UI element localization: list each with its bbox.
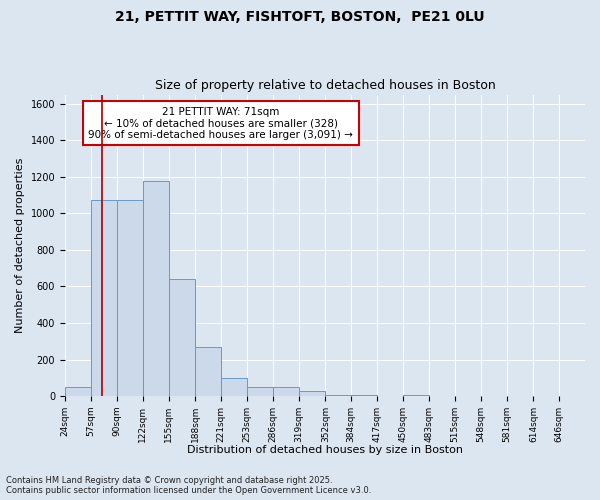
- Bar: [351, 395, 377, 396]
- Bar: [299, 390, 325, 396]
- Bar: [325, 395, 351, 396]
- Bar: [273, 387, 299, 396]
- Bar: [195, 347, 221, 396]
- Bar: [118, 200, 143, 396]
- Y-axis label: Number of detached properties: Number of detached properties: [15, 158, 25, 333]
- Bar: [169, 279, 195, 396]
- Bar: [247, 387, 273, 396]
- Bar: [91, 200, 118, 396]
- Bar: [403, 395, 430, 396]
- Bar: [221, 378, 247, 396]
- X-axis label: Distribution of detached houses by size in Boston: Distribution of detached houses by size …: [187, 445, 463, 455]
- Bar: [65, 387, 91, 396]
- Text: Contains HM Land Registry data © Crown copyright and database right 2025.
Contai: Contains HM Land Registry data © Crown c…: [6, 476, 371, 495]
- Text: 21 PETTIT WAY: 71sqm
← 10% of detached houses are smaller (328)
90% of semi-deta: 21 PETTIT WAY: 71sqm ← 10% of detached h…: [88, 106, 353, 140]
- Text: 21, PETTIT WAY, FISHTOFT, BOSTON,  PE21 0LU: 21, PETTIT WAY, FISHTOFT, BOSTON, PE21 0…: [115, 10, 485, 24]
- Title: Size of property relative to detached houses in Boston: Size of property relative to detached ho…: [155, 79, 496, 92]
- Bar: [143, 182, 169, 396]
